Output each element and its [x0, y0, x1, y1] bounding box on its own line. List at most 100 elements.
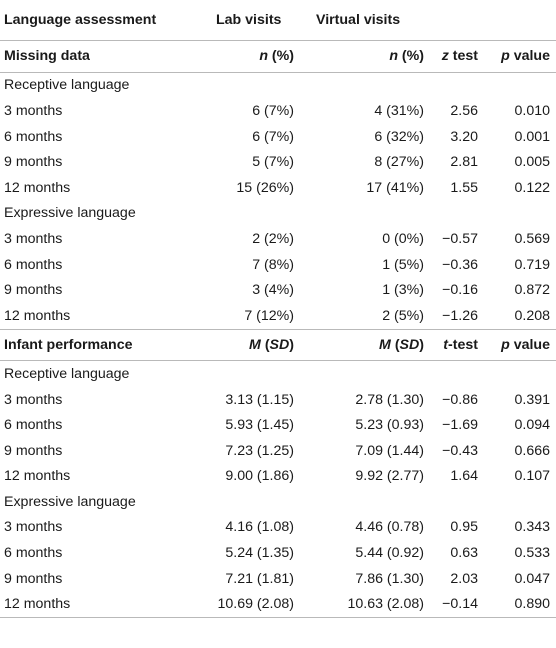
column-label-italic: M	[379, 336, 391, 353]
table-row: 12 months 9.00 (1.86) 9.92 (2.77) 1.64 0.107	[0, 464, 556, 490]
column-label-text: (	[390, 336, 400, 353]
table-row: 9 months 5 (7%) 8 (27%) 2.81 0.005	[0, 149, 556, 175]
group-header-row: Expressive language	[0, 201, 556, 227]
group-title: Receptive language	[4, 365, 130, 382]
p-value: 0.343	[514, 519, 550, 536]
column-label-text: )	[419, 336, 424, 353]
header-lab-visits: Lab visits	[164, 0, 300, 41]
test-statistic: −1.69	[442, 417, 478, 434]
row-label: 3 months	[4, 519, 63, 536]
section-title: Missing data	[0, 40, 164, 73]
lab-visits-value: 10.69 (2.08)	[164, 591, 300, 619]
table-body: Language assessment Lab visits Virtual v…	[0, 0, 556, 619]
table-row: 12 months 7 (12%) 2 (5%) −1.26 0.208	[0, 303, 556, 329]
test-statistic: −0.86	[442, 391, 478, 408]
column-label-italic: p	[501, 336, 510, 353]
table-row: 6 months 5.93 (1.45) 5.23 (0.93) −1.69 0.094	[0, 412, 556, 438]
header-language-assessment: Language assessment	[0, 0, 164, 41]
p-value: 0.533	[514, 545, 550, 562]
table-row: 9 months 7.21 (1.81) 7.86 (1.30) 2.03 0.047	[0, 566, 556, 592]
group-header-row: Receptive language	[0, 361, 556, 387]
lab-visits-value: 5.24 (1.35)	[225, 545, 294, 562]
column-label-italic: t	[443, 336, 449, 353]
section-column-label: p value	[484, 40, 556, 73]
virtual-visits-value: 9.92 (2.77)	[355, 468, 424, 485]
p-value: 0.094	[514, 417, 550, 434]
test-statistic: −0.14	[430, 591, 484, 619]
virtual-visits-value: 5.44 (0.92)	[355, 545, 424, 562]
section-header-row: Infant performance M (SD) M (SD) t-test p va…	[0, 328, 556, 362]
virtual-visits-value: 1 (5%)	[382, 256, 424, 273]
p-value: 0.107	[514, 468, 550, 485]
table-row: 6 months 7 (8%) 1 (5%) −0.36 0.719	[0, 252, 556, 278]
virtual-visits-value: 17 (41%)	[366, 179, 424, 196]
table-row: 3 months 2 (2%) 0 (0%) −0.57 0.569	[0, 226, 556, 252]
p-value: 0.391	[514, 391, 550, 408]
test-statistic: −0.16	[442, 282, 478, 299]
row-label: 3 months	[4, 391, 63, 408]
column-label-italic: SD	[399, 336, 420, 353]
column-label-italic: M	[249, 336, 261, 353]
virtual-visits-value: 7.09 (1.44)	[355, 442, 424, 459]
group-header-row: Receptive language	[0, 72, 556, 98]
virtual-visits-value: 4 (31%)	[374, 102, 424, 119]
p-value: 0.719	[514, 256, 550, 273]
p-value: 0.001	[514, 128, 550, 145]
row-label: 3 months	[4, 230, 63, 247]
section-column-label: n (%)	[164, 40, 300, 73]
section-column-label: M (SD)	[164, 328, 300, 362]
column-label-text: value	[509, 336, 550, 353]
section-title: Infant performance	[0, 328, 164, 362]
row-label: 3 months	[4, 102, 63, 119]
section-column-label: M (SD)	[300, 328, 430, 362]
lab-visits-value: 2 (2%)	[252, 230, 294, 247]
header-empty-cell	[484, 0, 556, 41]
group-title: Expressive language	[4, 493, 136, 510]
header-empty-cell	[430, 0, 484, 41]
test-statistic: −0.57	[442, 230, 478, 247]
column-label-italic: SD	[269, 336, 290, 353]
lab-visits-value: 7.23 (1.25)	[225, 442, 294, 459]
table-header-row: Language assessment Lab visits Virtual v…	[0, 0, 556, 41]
group-title: Expressive language	[4, 205, 136, 222]
p-value: 0.208	[514, 307, 550, 324]
test-statistic: −0.43	[442, 442, 478, 459]
test-statistic: −0.36	[442, 256, 478, 273]
lab-visits-value: 6 (7%)	[252, 128, 294, 145]
virtual-visits-value: 6 (32%)	[374, 128, 424, 145]
virtual-visits-value: 8 (27%)	[374, 154, 424, 171]
row-label: 9 months	[4, 154, 63, 171]
virtual-visits-value: 5.23 (0.93)	[355, 417, 424, 434]
row-label: 12 months	[4, 468, 71, 485]
test-statistic: 2.03	[450, 570, 478, 587]
p-value: 0.122	[514, 179, 550, 196]
row-label: 12 months	[4, 307, 71, 324]
lab-visits-value: 5.93 (1.45)	[225, 417, 294, 434]
row-label: 9 months	[4, 442, 63, 459]
test-statistic: 0.63	[450, 545, 478, 562]
column-label-text: value	[509, 48, 550, 65]
table-row: 12 months 15 (26%) 17 (41%) 1.55 0.122	[0, 175, 556, 201]
virtual-visits-value: 2 (5%)	[382, 307, 424, 324]
group-title: Receptive language	[4, 77, 130, 94]
p-value: 0.890	[484, 591, 556, 619]
test-statistic: −1.26	[442, 307, 478, 324]
column-label-italic: z	[441, 48, 449, 65]
p-value: 0.010	[514, 102, 550, 119]
lab-visits-value: 7.21 (1.81)	[225, 570, 294, 587]
table-row: 3 months 4.16 (1.08) 4.46 (0.78) 0.95 0.343	[0, 515, 556, 541]
section-header-row: Missing data n (%) n (%) z test p value	[0, 40, 556, 73]
p-value: 0.872	[514, 282, 550, 299]
virtual-visits-value: 10.63 (2.08)	[300, 591, 430, 619]
p-value: 0.666	[514, 442, 550, 459]
column-label-text: test	[448, 48, 478, 65]
lab-visits-value: 3 (4%)	[252, 282, 294, 299]
test-statistic: 1.55	[450, 179, 478, 196]
column-label-text: )	[289, 336, 294, 353]
section-column-label: n (%)	[300, 40, 430, 73]
group-header-row: Expressive language	[0, 489, 556, 515]
row-label: 9 months	[4, 282, 63, 299]
column-label-text: (%)	[267, 48, 294, 65]
column-label-italic: p	[501, 48, 510, 65]
row-label: 6 months	[4, 128, 63, 145]
